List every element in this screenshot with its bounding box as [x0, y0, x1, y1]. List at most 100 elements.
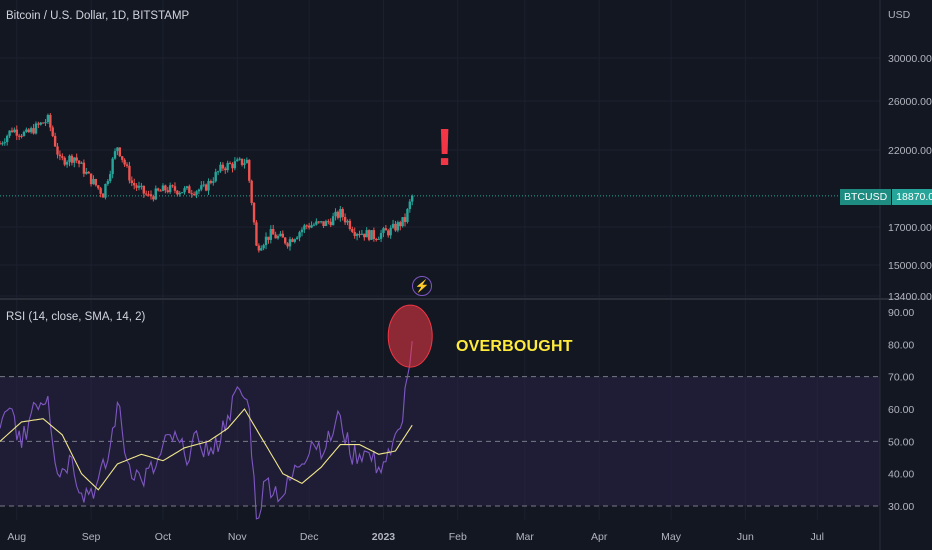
candle-body	[226, 163, 229, 171]
candle-body	[331, 216, 335, 226]
candle-body	[68, 155, 71, 162]
candle-body	[56, 146, 59, 155]
candle-body	[257, 245, 261, 251]
candle-body	[53, 135, 57, 147]
candle-body	[391, 223, 395, 228]
candle-body	[327, 221, 330, 223]
rsi-indicator-title[interactable]: RSI (14, close, SMA, 14, 2)	[6, 311, 146, 323]
time-tick-label: Oct	[155, 531, 171, 543]
candle-body	[190, 193, 193, 195]
candle-body	[324, 221, 328, 226]
candle-body	[295, 237, 299, 240]
candle-body	[360, 233, 364, 235]
lightning-icon[interactable]: ⚡	[412, 276, 432, 296]
rsi-ma-line	[0, 408, 413, 491]
candle-body	[284, 237, 287, 244]
candle-body	[264, 236, 268, 246]
candle-body	[32, 128, 35, 134]
rsi-tick-label: 70.00	[888, 372, 914, 384]
candle-body	[231, 163, 234, 169]
candle-body	[142, 185, 145, 194]
time-tick-label: Feb	[449, 531, 467, 543]
time-tick-label: May	[661, 531, 682, 543]
candle-body	[92, 179, 95, 185]
rsi-tick-label: 50.00	[888, 436, 914, 448]
time-tick-label: 2023	[372, 531, 396, 543]
candle-body	[20, 135, 23, 137]
candle-body	[77, 160, 81, 164]
time-tick-label: Jun	[737, 531, 754, 543]
price-tick-label: 30000.00	[888, 53, 932, 65]
candle-body	[216, 171, 220, 173]
candle-body	[394, 223, 397, 231]
candle-body	[307, 225, 311, 228]
candle-body	[406, 209, 409, 222]
candle-body	[37, 123, 40, 125]
candle-body	[125, 164, 129, 166]
candle-body	[272, 229, 275, 235]
candle-body	[212, 181, 215, 183]
candle-body	[303, 225, 306, 230]
rsi-line	[0, 341, 413, 520]
candle-body	[29, 128, 33, 133]
candle-body	[219, 164, 222, 172]
candle-body	[152, 196, 155, 200]
candle-body	[144, 193, 148, 195]
candle-body	[367, 230, 371, 240]
candle-body	[101, 193, 105, 198]
candle-body	[245, 159, 249, 164]
price-axis[interactable]: 30000.00 26000.00 22000.00 17000.00 15000.00…	[888, 53, 932, 303]
candle-body	[185, 186, 189, 189]
candle-body	[279, 233, 282, 236]
candle-body	[156, 188, 160, 191]
candle-body	[207, 181, 210, 191]
candle-body	[195, 191, 198, 195]
candle-body	[44, 122, 47, 124]
candle-body	[341, 209, 344, 217]
candle-body	[319, 221, 323, 223]
candle-body	[188, 186, 191, 194]
candle-body	[228, 163, 232, 165]
candle-body	[370, 230, 373, 240]
candle-body	[159, 190, 162, 192]
candle-body	[116, 147, 119, 152]
exclamation-annotation: !	[436, 119, 454, 177]
candle-body	[240, 158, 244, 165]
candle-body	[0, 143, 2, 145]
candle-body	[339, 209, 342, 218]
candle-body	[300, 229, 304, 233]
candle-body	[82, 162, 86, 174]
candle-body	[176, 190, 179, 195]
price-tick-label: 13400.00	[888, 291, 932, 303]
candle-body	[164, 185, 167, 191]
candle-body	[214, 171, 217, 182]
candle-body	[111, 158, 114, 175]
candle-body	[322, 221, 325, 226]
candle-body	[281, 233, 285, 238]
candle-body	[85, 171, 88, 174]
candle-body	[267, 236, 270, 240]
candle-body	[149, 194, 153, 197]
candle-body	[15, 129, 18, 136]
candle-body	[250, 180, 253, 203]
candle-body	[133, 182, 136, 186]
candle-body	[99, 188, 102, 194]
rsi-tick-label: 40.00	[888, 469, 914, 481]
candle-body	[355, 233, 359, 236]
candle-body	[238, 158, 241, 160]
time-axis[interactable]: Aug Sep Oct Nov Dec 2023 Feb Mar Apr May Jun Jul	[7, 531, 824, 543]
candle-body	[255, 222, 258, 246]
candle-body	[118, 147, 122, 157]
candle-body	[382, 228, 385, 234]
candle-body	[10, 130, 14, 133]
candle-body	[372, 230, 376, 239]
candle-body	[104, 183, 107, 198]
rsi-band-lines	[0, 376, 880, 507]
candle-body	[63, 157, 66, 165]
candle-body	[94, 179, 98, 186]
candle-body	[34, 123, 38, 134]
candle-body	[334, 211, 337, 217]
candle-body	[25, 129, 28, 132]
rsi-axis[interactable]: 90.00 80.00 70.00 60.00 50.00 40.00 30.00	[888, 307, 914, 513]
